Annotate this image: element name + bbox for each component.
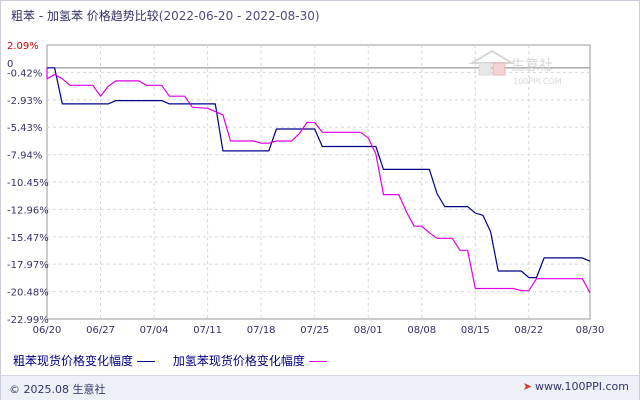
y-tick-label: -5.43%: [7, 123, 42, 134]
y-tick-label: -2.93%: [7, 96, 42, 107]
y-tick-label: -0.42%: [7, 68, 42, 79]
site-link[interactable]: ➤ www.100PPI.com: [523, 380, 629, 393]
x-tick-label: 06/20: [33, 325, 62, 336]
x-tick-label: 08/30: [576, 325, 605, 336]
x-tick-label: 07/04: [140, 325, 169, 336]
series-line-1: [47, 67, 591, 279]
footer-bar: © 2025.08 生意社 ➤ www.100PPI.com: [1, 375, 639, 400]
series-lines: [46, 67, 591, 294]
watermark-name: 生意社: [511, 57, 553, 74]
legend-swatch-2: [308, 361, 327, 362]
y-tick-label: -22.99%: [7, 315, 49, 326]
series-line-2: [46, 67, 591, 294]
legend: 粗苯现货价格变化幅度 加氢苯现货价格变化幅度: [13, 352, 341, 369]
x-tick-label: 08/15: [461, 325, 490, 336]
chart-title-main: 粗苯 - 加氢苯 价格趋势比较: [11, 9, 159, 23]
x-tick-label: 06/27: [86, 325, 115, 336]
x-tick-label: 07/11: [193, 325, 222, 336]
y-tick-label: -20.48%: [7, 288, 49, 299]
y-tick-label: -15.47%: [7, 233, 49, 244]
x-tick-label: 08/22: [514, 325, 543, 336]
x-axis: 06/20 06/27 07/04 07/11 07/18 07/25 08/01 08/08…: [33, 325, 605, 336]
y-tick-label: -7.94%: [7, 151, 42, 162]
x-tick-label: 07/18: [247, 325, 276, 336]
legend-item-1: 粗苯现货价格变化幅度: [13, 352, 156, 369]
y-tick-label: -17.97%: [7, 260, 49, 271]
chart-title-date-range: (2022-06-20 - 2022-08-30): [158, 9, 320, 23]
arrow-icon: ➤: [522, 380, 533, 393]
legend-item-2: 加氢苯现货价格变化幅度: [173, 352, 327, 369]
x-tick-label: 08/01: [354, 325, 383, 336]
legend-swatch-1: [137, 361, 156, 362]
chart-title: 粗苯 - 加氢苯 价格趋势比较(2022-06-20 - 2022-08-30): [11, 7, 320, 24]
y-tick-label: 2.09%: [7, 41, 39, 52]
x-tick-label: 07/25: [300, 325, 329, 336]
watermark-url: 100PPI.COM: [513, 77, 562, 86]
legend-label-1: 粗苯现货价格变化幅度: [13, 354, 134, 368]
y-tick-label: -12.96%: [7, 205, 49, 216]
x-tick-label: 08/08: [407, 325, 436, 336]
y-axis: 2.09% 0-0.42% -2.93% -5.43% -7.94% -10.45% -12…: [7, 41, 49, 326]
copyright-text: © 2025.08 生意社: [9, 383, 106, 396]
site-url: www.100PPI.com: [535, 380, 629, 393]
legend-label-2: 加氢苯现货价格变化幅度: [172, 354, 305, 368]
y-tick-label: -10.45%: [7, 178, 49, 189]
y-tick-label: 0: [7, 59, 13, 70]
grid: [46, 44, 591, 320]
watermark-logo: 生意社 100PPI.COM: [468, 49, 562, 86]
